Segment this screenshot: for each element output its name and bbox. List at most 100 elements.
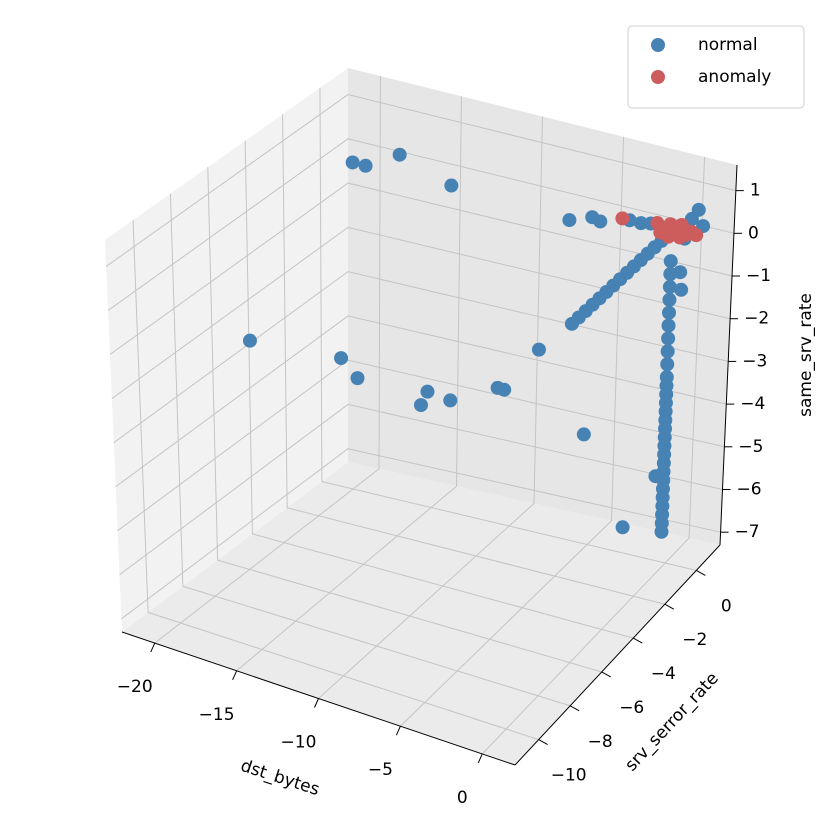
data-point xyxy=(653,225,668,240)
y-tick-label: −10 xyxy=(551,766,587,786)
data-point xyxy=(350,371,365,386)
axis-line xyxy=(514,544,721,766)
tick-mark xyxy=(314,698,319,708)
grid-line xyxy=(119,403,723,576)
data-point xyxy=(661,305,676,320)
x-axis-label: dst_bytes xyxy=(238,756,322,800)
grid xyxy=(105,76,736,755)
data-point xyxy=(615,520,630,535)
data-point xyxy=(674,282,689,297)
grid-line xyxy=(400,136,625,727)
data-point xyxy=(358,158,373,173)
y-tick-label: −2 xyxy=(682,630,707,650)
legend-marker xyxy=(651,38,665,52)
grid-line xyxy=(121,448,721,620)
grid-line xyxy=(132,220,539,741)
data-point xyxy=(672,230,687,245)
z-tick-label: −7 xyxy=(735,522,760,542)
z-tick-label: −3 xyxy=(742,351,767,371)
tick-mark xyxy=(538,739,548,746)
grid-line xyxy=(115,315,727,488)
grid-line xyxy=(282,114,665,605)
grid-line xyxy=(107,138,735,311)
tick-mark xyxy=(664,603,675,610)
data-point xyxy=(660,357,675,372)
data-point xyxy=(443,393,458,408)
z-axis-label: same_srv_rate xyxy=(796,293,816,417)
data-point xyxy=(689,228,704,243)
data-point xyxy=(497,382,512,397)
data-point xyxy=(593,214,608,229)
data-point xyxy=(684,211,699,226)
z-tick-label: 0 xyxy=(748,223,759,243)
z-tick-label: −6 xyxy=(736,479,761,499)
tick-mark xyxy=(477,753,483,764)
grid-line xyxy=(169,193,571,707)
axis-line xyxy=(719,164,738,546)
legend-box xyxy=(627,25,805,109)
data-point xyxy=(562,213,577,228)
grid-line xyxy=(109,182,733,355)
grid-line xyxy=(244,140,634,639)
grid-line xyxy=(154,76,381,644)
grid-line xyxy=(207,167,602,673)
data-point xyxy=(345,155,360,170)
grid-line xyxy=(236,96,462,672)
marks xyxy=(242,147,711,539)
tick-mark xyxy=(601,671,611,678)
tick-mark xyxy=(696,569,706,576)
y-tick-label: 0 xyxy=(721,596,732,616)
grid-line xyxy=(113,271,729,444)
z-tick-label: −2 xyxy=(744,309,769,329)
y-tick-label: −4 xyxy=(651,664,676,684)
grid-line xyxy=(318,116,543,699)
grid-line xyxy=(105,94,736,267)
data-point xyxy=(662,279,677,294)
data-point xyxy=(444,178,459,193)
z-tick-label: −4 xyxy=(740,394,765,414)
data-point xyxy=(660,344,675,359)
x-tick-label: −10 xyxy=(281,733,317,753)
data-point xyxy=(648,469,663,484)
data-point xyxy=(420,384,435,399)
data-point xyxy=(531,342,546,357)
legend: normal anomaly xyxy=(627,25,805,109)
legend-label: anomaly xyxy=(698,67,771,87)
data-point xyxy=(661,331,676,346)
data-point xyxy=(615,211,630,226)
y-tick-label: −8 xyxy=(588,732,613,752)
z-tick-label: −5 xyxy=(738,437,763,457)
z-tick-label: 1 xyxy=(750,181,761,201)
grid-line xyxy=(481,156,706,755)
tick-mark xyxy=(633,637,643,644)
tick-mark xyxy=(395,726,401,736)
data-point xyxy=(392,147,407,162)
data-point xyxy=(661,318,676,333)
data-point xyxy=(663,254,678,269)
x-tick-label: −5 xyxy=(368,760,393,780)
axis-line xyxy=(121,631,516,766)
data-point xyxy=(413,398,428,413)
legend-label: normal xyxy=(698,35,758,55)
grid-line xyxy=(117,359,725,532)
legend-marker xyxy=(651,70,665,84)
y-axis-label: srv_serror_rate xyxy=(621,669,723,776)
data-point xyxy=(242,333,257,348)
data-point xyxy=(654,524,669,539)
data-point xyxy=(673,265,688,280)
y-tick-label: −6 xyxy=(619,698,644,718)
tick-mark xyxy=(569,705,580,712)
data-point xyxy=(334,351,349,366)
tick-mark xyxy=(150,642,156,653)
floor-pane xyxy=(122,462,720,765)
z-tick-label: −1 xyxy=(746,266,771,286)
panes xyxy=(105,68,737,765)
x-tick-label: −15 xyxy=(199,705,235,725)
data-point xyxy=(576,427,591,442)
data-point xyxy=(634,216,649,231)
grid-line xyxy=(319,87,697,571)
x-tick-label: −20 xyxy=(117,677,153,697)
data-point xyxy=(662,292,677,307)
tick-mark xyxy=(232,670,238,680)
